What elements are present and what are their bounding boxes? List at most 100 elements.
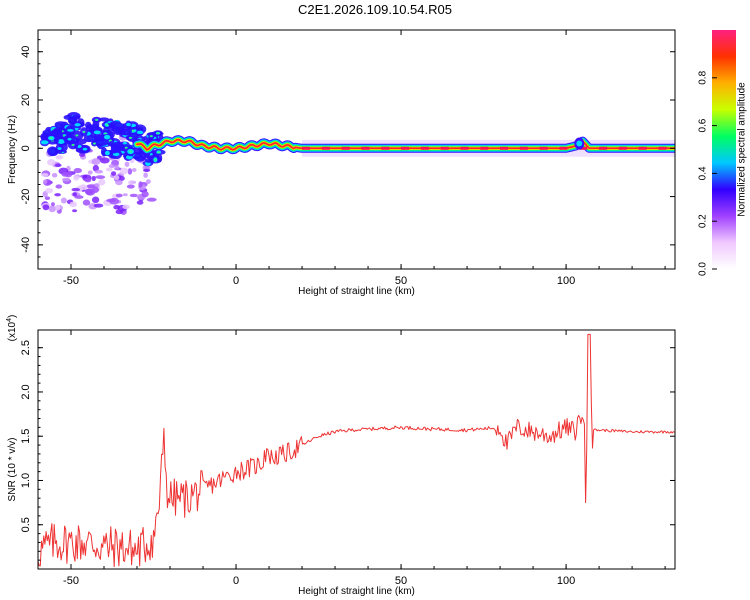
snr-series-line: [38, 333, 675, 568]
ridge-peak-dash: [401, 146, 410, 150]
bottom-x-tick-label: -50: [63, 575, 79, 587]
spectrogram-blob-peak: [124, 146, 128, 149]
spectrogram-blob-core: [57, 147, 62, 151]
spectrogram-blob-peak: [75, 134, 79, 137]
ridge-perturbation-core: [576, 140, 583, 147]
colorbar-tick-label: 0.0: [698, 262, 709, 276]
spectrogram-blob-core: [103, 134, 111, 140]
ridge-peak-dash: [618, 146, 627, 150]
spectrogram-speckle: [124, 161, 130, 167]
spectrogram-speckle: [145, 179, 151, 184]
spectrogram-blob-core: [82, 147, 88, 151]
spectrogram-blob: [133, 152, 147, 162]
spectrogram-speckle: [93, 203, 104, 208]
spectrogram-speckle: [136, 200, 144, 205]
figure-title: C2E1.2026.109.10.54.R05: [298, 2, 452, 17]
spectrogram-speckle: [44, 196, 51, 201]
spectrogram-speckle: [73, 167, 83, 174]
spectrogram-speckle: [60, 197, 67, 204]
spectrogram-blob-core: [40, 140, 49, 145]
spectrogram-blob: [108, 120, 123, 129]
spectrogram-blob-core: [67, 128, 74, 132]
spectrogram-speckle: [55, 155, 64, 160]
top-y-tick-label: 0: [20, 145, 32, 151]
spectrogram-speckle: [129, 193, 138, 198]
spectrogram-speckle: [141, 191, 149, 198]
spectrogram-speckle: [61, 177, 71, 182]
top-y-tick-label: 20: [20, 94, 32, 106]
spectrogram-speckle: [91, 175, 96, 182]
ridge-peak-dash: [500, 146, 509, 150]
spectrogram-speckle: [48, 205, 57, 213]
spectrogram-blob-core: [126, 122, 131, 127]
spectrogram-blob: [71, 114, 81, 119]
ridge-peak-dash: [539, 146, 548, 150]
spectrogram-blob-core: [74, 123, 81, 127]
spectrogram-speckle: [55, 184, 63, 189]
spectrogram-speckle: [45, 188, 54, 194]
bottom-y-tick-label: 2.0: [20, 384, 32, 399]
spectrogram-speckle: [127, 180, 136, 185]
spectrogram-blob-peak: [82, 130, 86, 133]
colorbar-label: Normalized spectral amplitude: [737, 82, 748, 217]
spectrogram-speckle: [41, 172, 49, 177]
spectrogram-speckle: [61, 171, 70, 177]
spectrogram-speckle: [43, 179, 48, 184]
colorbar-tick-label: 0.2: [698, 214, 709, 228]
y-multiplier-base: (x10: [7, 321, 18, 341]
bottom-y-tick-label: 2.5: [20, 340, 32, 355]
spectrogram-speckle: [72, 209, 78, 213]
spectrogram-blob-peak: [131, 129, 135, 132]
spectrogram-speckle: [69, 201, 77, 208]
spectrogram-blob: [110, 143, 119, 154]
spectrogram-blob-peak: [157, 151, 161, 154]
spectrogram-speckle: [114, 164, 120, 170]
spectrogram-speckle: [73, 174, 80, 181]
spectrogram-speckle: [87, 170, 93, 175]
bottom-y-axis-label: SNR (10 * v/v): [7, 438, 18, 502]
y-multiplier-close: ): [7, 315, 18, 318]
spectrogram-blob-peak: [71, 143, 75, 146]
spectrogram-speckle: [85, 188, 96, 196]
spectrogram-speckle: [132, 168, 137, 173]
spectrogram-speckle: [113, 204, 120, 210]
bottom-x-tick-label: 0: [233, 575, 239, 587]
top-x-tick-label: 100: [557, 275, 575, 287]
spectrogram-layer: [39, 112, 675, 215]
ridge-peak-dash: [460, 146, 469, 150]
spectrogram-speckle: [105, 167, 113, 172]
top-y-axis-label: Frequency (Hz): [7, 115, 18, 184]
spectrogram-speckle: [113, 175, 120, 181]
ridge-peak-dash: [599, 146, 608, 150]
spectrogram-blob: [83, 133, 94, 143]
snr-frame: [37, 329, 676, 570]
spectrogram-blob-peak: [129, 150, 133, 153]
ridge-peak-dash: [381, 146, 390, 150]
spectrogram-blob: [84, 121, 92, 129]
top-x-tick-label: -50: [63, 275, 79, 287]
spectrogram-speckle: [143, 168, 151, 172]
spectrogram-speckle: [122, 204, 131, 210]
ridge-peak-dash: [480, 146, 489, 150]
bottom-x-axis-label: Height of straight line (km): [298, 586, 415, 597]
ridge-peak-dash: [420, 146, 429, 150]
spectrogram-blob-peak: [156, 132, 160, 135]
spectrogram-blob-peak: [105, 123, 109, 126]
snr-layer: [38, 333, 675, 568]
colorbar-tick-label: 0.8: [698, 70, 709, 84]
spectrogram-speckle: [82, 199, 91, 206]
spectrogram-blob-peak: [95, 118, 99, 121]
spectrogram-speckle: [99, 157, 110, 164]
spectrogram-speckle: [138, 181, 143, 188]
spectrogram-blob: [98, 117, 110, 122]
spectrogram-blob-peak: [149, 135, 153, 138]
spectrogram-speckle: [146, 197, 157, 202]
spectrogram-speckle: [115, 179, 123, 186]
bottom-y-tick-label: 0.5: [20, 517, 32, 532]
spectrogram-speckle: [51, 172, 58, 178]
top-y-tick-label: -40: [20, 237, 32, 253]
ridge-peak-dash: [440, 146, 449, 150]
spectrogram-blob-peak: [128, 136, 132, 139]
spectrogram-speckle: [74, 195, 84, 199]
colorbar-tick-label: 0.6: [698, 118, 709, 132]
